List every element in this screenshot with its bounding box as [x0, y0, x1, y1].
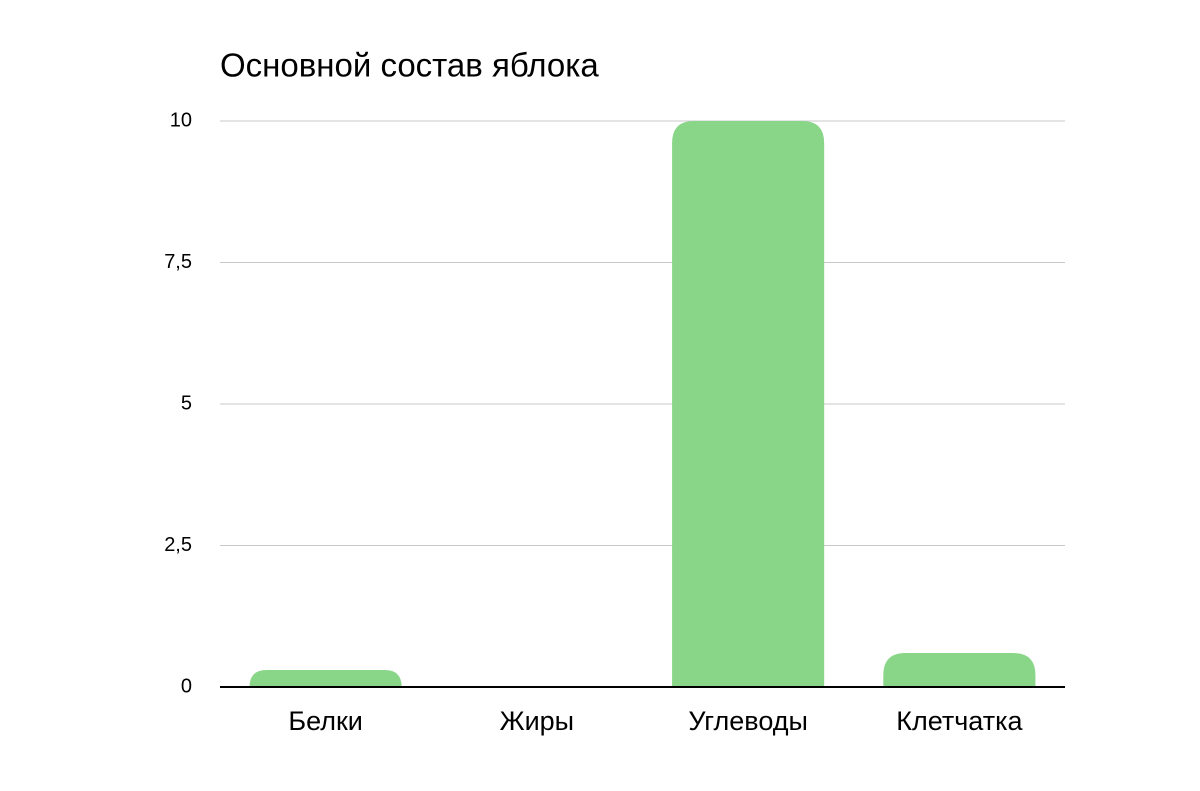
x-tick-label: Клетчатка [896, 706, 1023, 736]
bar [883, 653, 1036, 687]
x-tick-label: Жиры [500, 706, 574, 736]
y-tick-label: 0 [181, 675, 192, 697]
bar [249, 670, 402, 687]
y-tick-label: 2,5 [164, 534, 192, 556]
y-tick-label: 7,5 [164, 251, 192, 273]
chart-title: Основной состав яблока [220, 47, 599, 84]
x-tick-label: Углеводы [688, 706, 808, 736]
y-tick-label: 5 [181, 392, 192, 414]
y-tick-label: 10 [170, 109, 192, 131]
bar [672, 121, 825, 687]
x-tick-label: Белки [288, 706, 363, 736]
